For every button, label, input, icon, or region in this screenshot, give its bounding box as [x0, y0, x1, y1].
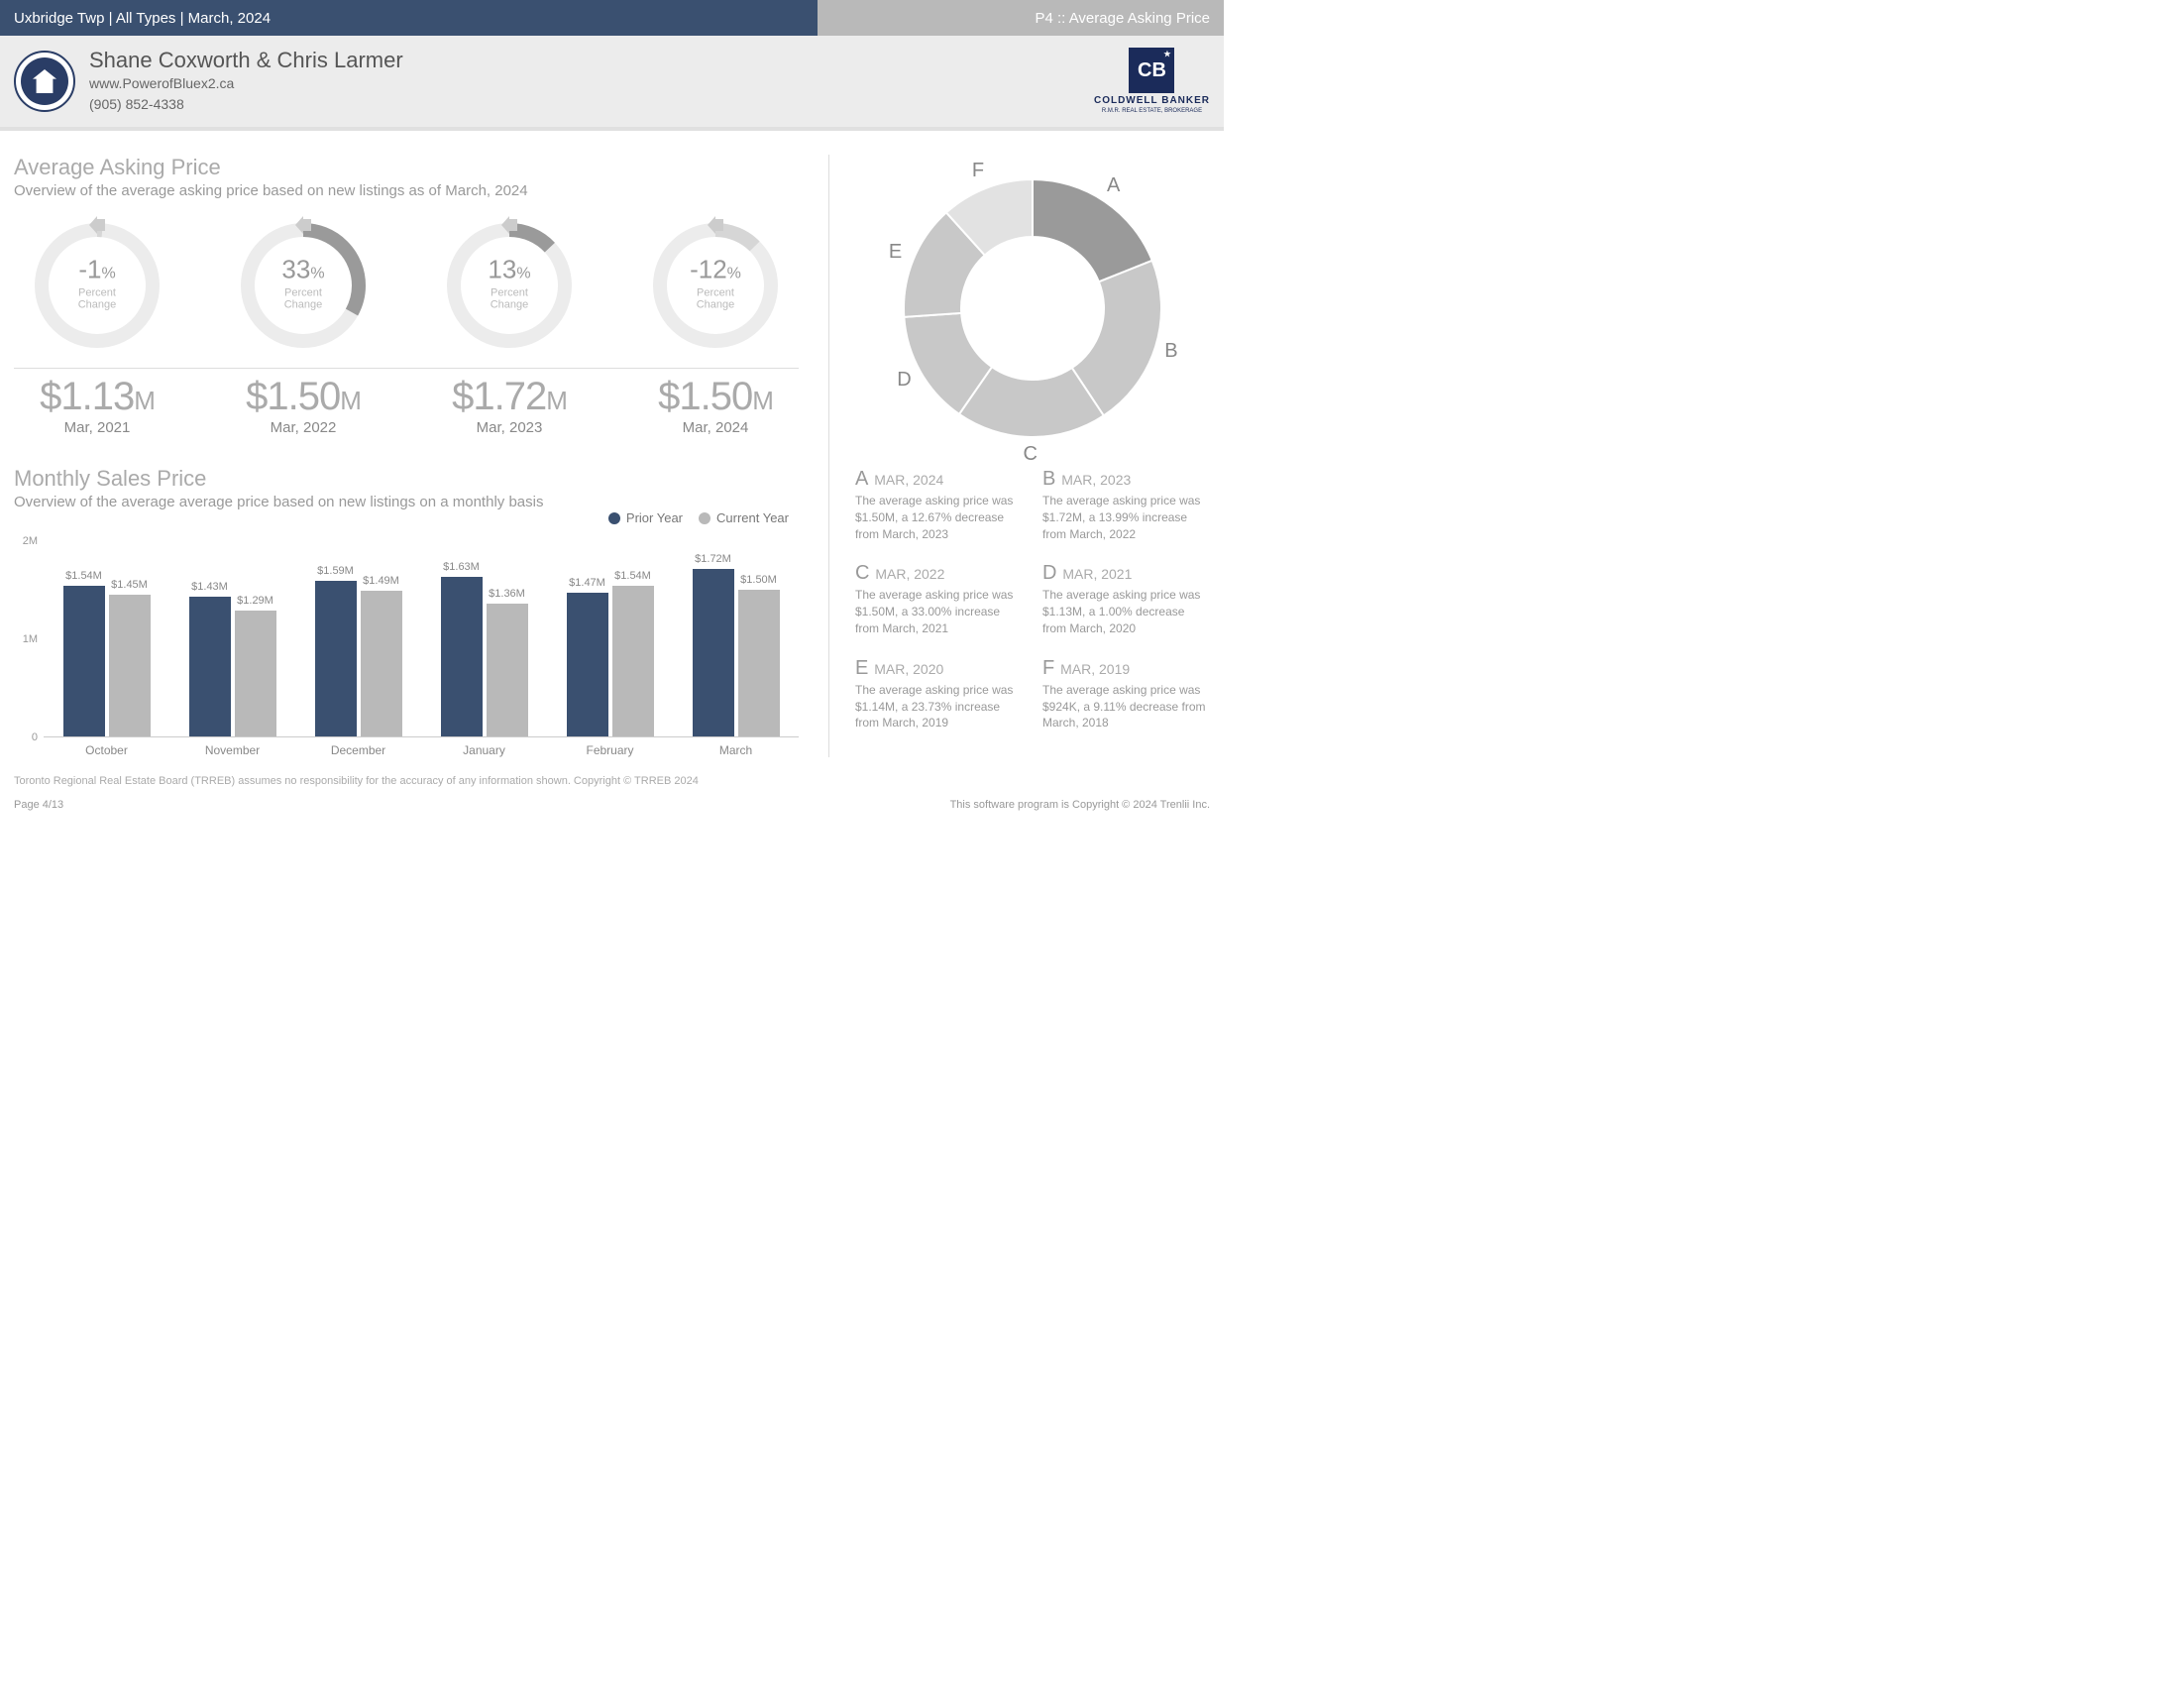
- page-number: Page 4/13: [14, 799, 63, 811]
- note-F: F MAR, 2019 The average asking price was…: [1042, 657, 1210, 731]
- bar-group-2: $1.59M $1.49M: [295, 541, 421, 736]
- big-values-row: $1.13M Mar, 2021 $1.50M Mar, 2022 $1.72M…: [14, 368, 799, 436]
- bar-group-1: $1.43M $1.29M: [169, 541, 295, 736]
- bar-current: $1.50M: [738, 590, 780, 736]
- copyright: This software program is Copyright © 202…: [950, 799, 1210, 811]
- section-subtitle-asking: Overview of the average asking price bas…: [14, 182, 799, 199]
- big-value-2: $1.72M Mar, 2023: [426, 375, 593, 436]
- big-value-1: $1.50M Mar, 2022: [220, 375, 386, 436]
- house-icon: [294, 217, 312, 238]
- bar-chart: 2M1M0 $1.54M $1.45M $1.43M $1.29M $1.59M: [14, 529, 799, 757]
- house-icon: [500, 217, 518, 238]
- section-title-monthly: Monthly Sales Price: [14, 466, 799, 492]
- donut-label-C: C: [1023, 443, 1037, 466]
- agent-name: Shane Coxworth & Chris Larmer: [89, 48, 403, 73]
- x-label: November: [169, 743, 295, 757]
- gauge-1: 33% Percent Change: [220, 221, 386, 350]
- header: Shane Coxworth & Chris Larmer www.Powero…: [0, 36, 1224, 131]
- note-C: C MAR, 2022 The average asking price was…: [855, 562, 1023, 636]
- bar-prior: $1.59M: [315, 581, 357, 736]
- page-indicator: P4 :: Average Asking Price: [818, 0, 1224, 36]
- brand-logo: CB COLDWELL BANKER R.M.R. REAL ESTATE, B…: [1094, 48, 1210, 115]
- section-title-asking: Average Asking Price: [14, 155, 799, 180]
- bar-prior: $1.63M: [441, 577, 483, 736]
- bar-prior: $1.47M: [567, 593, 608, 736]
- bar-current: $1.36M: [487, 604, 528, 736]
- section-subtitle-monthly: Overview of the average average price ba…: [14, 494, 799, 510]
- footer: Page 4/13 This software program is Copyr…: [0, 793, 1224, 829]
- disclaimer: Toronto Regional Real Estate Board (TRRE…: [0, 757, 1224, 793]
- big-value-3: $1.50M Mar, 2024: [632, 375, 799, 436]
- bar-current: $1.54M: [612, 586, 654, 736]
- bar-prior: $1.54M: [63, 586, 105, 736]
- gauge-3: -12% Percent Change: [632, 221, 799, 350]
- agent-avatar: [14, 51, 75, 112]
- bar-group-3: $1.63M $1.36M: [421, 541, 547, 736]
- bar-current: $1.29M: [235, 611, 276, 736]
- bar-prior: $1.43M: [189, 597, 231, 736]
- donut-label-F: F: [972, 160, 984, 182]
- donut-label-A: A: [1107, 174, 1120, 197]
- gauge-row: -1% Percent Change 33% Percent Change: [14, 221, 799, 350]
- note-A: A MAR, 2024 The average asking price was…: [855, 468, 1023, 542]
- house-icon: [88, 217, 106, 238]
- bar-group-0: $1.54M $1.45M: [44, 541, 169, 736]
- bar-group-5: $1.72M $1.50M: [673, 541, 799, 736]
- agent-website: www.PowerofBluex2.ca: [89, 73, 403, 94]
- bar-prior: $1.72M: [693, 569, 734, 736]
- x-label: January: [421, 743, 547, 757]
- gauge-0: -1% Percent Change: [14, 221, 180, 350]
- chart-legend: Prior Year Current Year: [14, 510, 789, 525]
- x-label: December: [295, 743, 421, 757]
- donut-chart: ABCDEF: [874, 155, 1191, 452]
- bar-current: $1.45M: [109, 595, 151, 736]
- breadcrumb: Uxbridge Twp | All Types | March, 2024: [0, 0, 818, 36]
- x-label: March: [673, 743, 799, 757]
- x-label: October: [44, 743, 169, 757]
- bar-group-4: $1.47M $1.54M: [547, 541, 673, 736]
- note-D: D MAR, 2021 The average asking price was…: [1042, 562, 1210, 636]
- donut-label-E: E: [889, 241, 902, 264]
- bar-current: $1.49M: [361, 591, 402, 736]
- donut-label-B: B: [1164, 340, 1177, 363]
- house-icon: [707, 217, 724, 238]
- note-E: E MAR, 2020 The average asking price was…: [855, 657, 1023, 731]
- top-bar: Uxbridge Twp | All Types | March, 2024 P…: [0, 0, 1224, 36]
- agent-phone: (905) 852-4338: [89, 94, 403, 115]
- donut-label-D: D: [897, 369, 911, 392]
- gauge-2: 13% Percent Change: [426, 221, 593, 350]
- note-B: B MAR, 2023 The average asking price was…: [1042, 468, 1210, 542]
- x-label: February: [547, 743, 673, 757]
- donut-notes: A MAR, 2024 The average asking price was…: [855, 468, 1210, 731]
- big-value-0: $1.13M Mar, 2021: [14, 375, 180, 436]
